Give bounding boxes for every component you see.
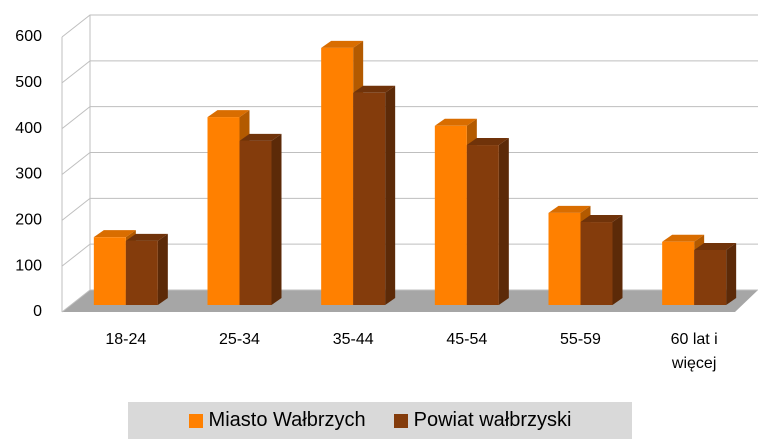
- bar-top: [353, 85, 396, 93]
- y-tick-label: 500: [15, 74, 42, 91]
- grid-line: [61, 60, 758, 84]
- grid-line: [61, 14, 758, 38]
- bar-side: [271, 133, 282, 305]
- plot: 0 100 200 300 400 500 600: [15, 14, 758, 320]
- bar-top: [321, 40, 364, 48]
- bar-top: [694, 243, 737, 250]
- grid-line: [61, 152, 758, 175]
- y-tick-label: 0: [33, 303, 42, 320]
- bar-top: [466, 138, 509, 146]
- legend-swatch: [188, 413, 203, 428]
- legend-swatch: [393, 413, 408, 428]
- grid-line: [61, 243, 758, 267]
- bar: [353, 85, 396, 306]
- bar-top: [239, 133, 282, 141]
- bar-side: [385, 85, 396, 306]
- legend: Miasto Wałbrzych Powiat wałbrzyski: [128, 402, 632, 439]
- x-tick-label: 60 lat i więcej: [670, 331, 718, 372]
- x-tick-label: 45-54: [446, 331, 488, 348]
- x-tick-label: 25-34: [219, 331, 260, 348]
- x-tick-label: 18-24: [105, 331, 147, 348]
- bar-top: [207, 110, 250, 118]
- bar-front: [466, 145, 499, 305]
- bar-front: [694, 250, 727, 305]
- bar-front: [125, 240, 158, 305]
- grid-line: [61, 289, 758, 313]
- bar-top: [662, 234, 705, 242]
- bar-front: [662, 241, 695, 305]
- bar: [694, 243, 737, 305]
- grid-line: [61, 106, 758, 130]
- legend-label: Miasto Wałbrzych: [208, 409, 366, 431]
- bar-front: [207, 117, 240, 305]
- y-tick-label: 200: [15, 212, 42, 229]
- grid-line: [61, 197, 758, 221]
- y-tick-label: 300: [15, 166, 42, 183]
- bar-front: [580, 222, 613, 305]
- bar: [466, 138, 509, 305]
- bar-top: [93, 230, 136, 238]
- bar-front: [434, 125, 467, 306]
- bar-front: [353, 92, 386, 306]
- bar-side: [498, 138, 509, 305]
- bar-side: [726, 243, 737, 305]
- x-tick-label: 35-44: [332, 331, 374, 348]
- bar-top: [580, 215, 623, 223]
- bar: [239, 133, 282, 305]
- bar-front: [239, 140, 272, 305]
- y-tick-label: 600: [15, 28, 42, 45]
- bar-top: [125, 233, 168, 241]
- bar-front: [548, 212, 581, 305]
- x-tick-label: 55-59: [560, 331, 601, 348]
- bar-top: [548, 205, 591, 213]
- y-tick-label: 400: [15, 120, 42, 137]
- bar-side: [612, 215, 623, 305]
- legend-item: Miasto Wałbrzych: [188, 409, 366, 432]
- y-tick-label: 100: [15, 257, 42, 274]
- bar-front: [93, 237, 126, 305]
- bar-top: [434, 118, 477, 126]
- bar: [580, 215, 623, 305]
- bar-front: [321, 47, 354, 305]
- legend-item: Powiat wałbrzyski: [393, 409, 572, 432]
- bar-side: [157, 233, 168, 305]
- legend-label: Powiat wałbrzyski: [413, 409, 572, 431]
- bar: [125, 233, 168, 305]
